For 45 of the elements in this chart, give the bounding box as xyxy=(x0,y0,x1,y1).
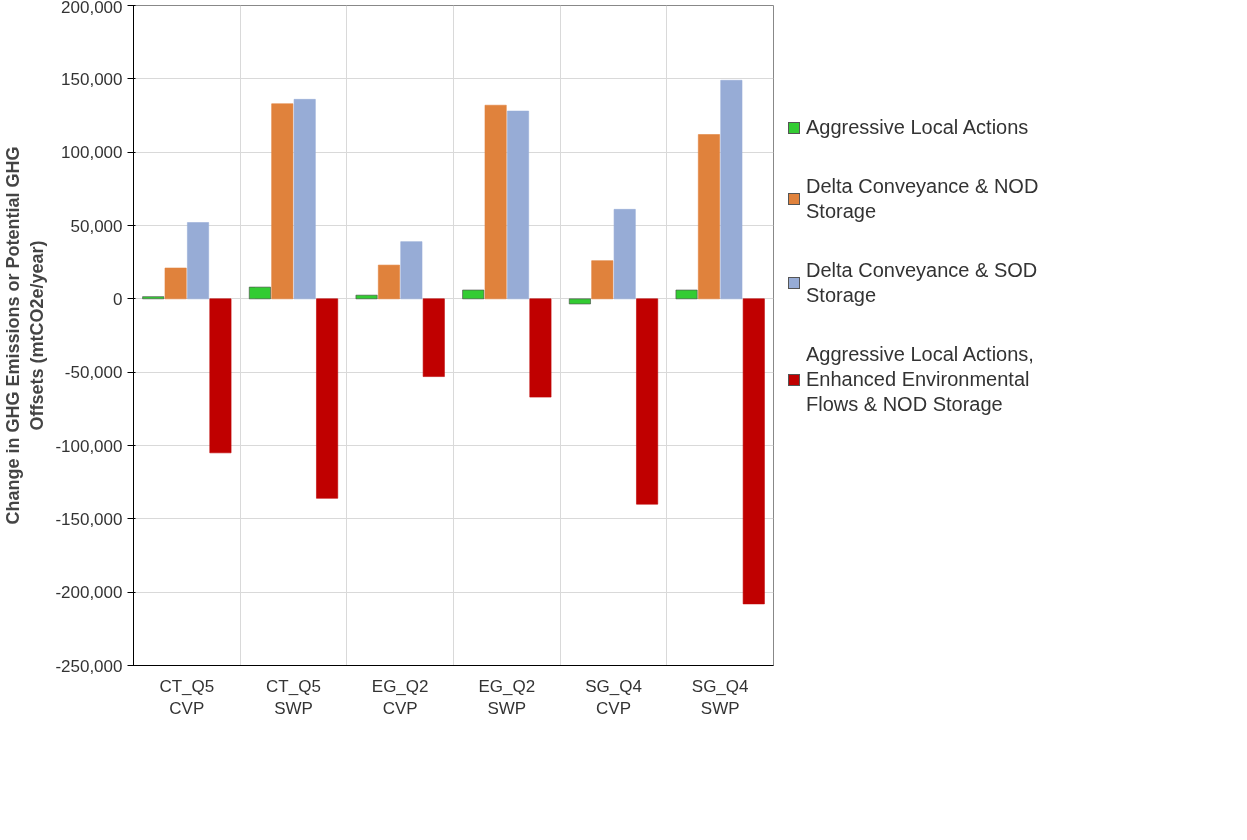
bar xyxy=(698,134,720,300)
bar xyxy=(271,103,294,300)
x-tick-label: EG_Q2 SWP xyxy=(478,676,536,719)
bar xyxy=(636,298,659,505)
bar xyxy=(400,241,423,300)
bar xyxy=(293,99,316,300)
y-tick-label: -250,000 xyxy=(55,656,123,676)
y-tick-label: 50,000 xyxy=(70,216,123,236)
bar xyxy=(613,209,636,300)
legend-label: Aggressive Local Actions, Enhanced Environmental Flows & NOD Storage xyxy=(806,342,1035,417)
bar xyxy=(742,298,765,605)
x-tick-label: SG_Q4 SWP xyxy=(691,676,749,719)
y-tick-label: 0 xyxy=(113,289,123,309)
y-tick-label: -50,000 xyxy=(64,363,123,383)
y-tick-label: 150,000 xyxy=(61,69,123,89)
bar xyxy=(378,264,400,300)
bar xyxy=(248,286,271,300)
bar xyxy=(529,298,552,398)
legend-label: Delta Conveyance & NOD Storage xyxy=(806,174,1040,224)
bar xyxy=(568,298,591,305)
bar xyxy=(142,296,165,300)
bar xyxy=(484,104,507,300)
bar xyxy=(507,110,529,300)
bar xyxy=(720,80,743,300)
y-axis-title: Change in GHG Emissions or Potential GHG Offsets (mtCO2e/year) xyxy=(3,146,48,525)
bar xyxy=(164,267,187,300)
bar xyxy=(316,298,339,499)
legend-label: Aggressive Local Actions xyxy=(806,115,1029,140)
bar xyxy=(675,289,698,300)
bar xyxy=(355,294,378,300)
y-tick-label: -150,000 xyxy=(55,509,123,529)
x-tick-label: CT_Q5 SWP xyxy=(266,676,321,719)
y-tick-label: 200,000 xyxy=(61,0,123,17)
x-tick-label: EG_Q2 CVP xyxy=(371,676,429,719)
x-tick-label: CT_Q5 CVP xyxy=(159,676,215,719)
x-tick-label: SG_Q4 CVP xyxy=(585,676,642,719)
bar xyxy=(591,260,614,300)
y-tick-label: 100,000 xyxy=(61,143,123,163)
bar xyxy=(422,298,445,377)
bar xyxy=(187,222,209,300)
bar xyxy=(462,289,485,300)
y-tick-label: -100,000 xyxy=(55,436,123,456)
legend-label: Delta Conveyance & SOD Storage xyxy=(806,258,1039,308)
bar xyxy=(209,298,232,454)
y-tick-label: -200,000 xyxy=(55,583,123,603)
